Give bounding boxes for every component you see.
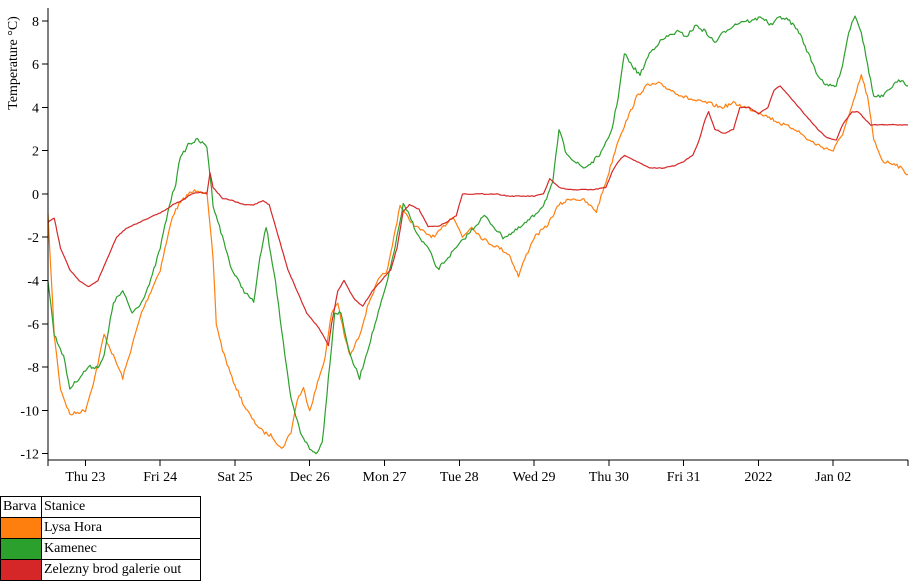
x-tick-label: Sat 25	[217, 470, 252, 485]
series-line-lysa-hora	[47, 74, 909, 449]
x-tick-label: 2022	[744, 470, 772, 485]
y-tick-label: 0	[32, 188, 39, 203]
x-axis: Thu 23 Fri 24 Sat 25 Dec 26 Mon 27 Tue 28 Wed …	[47, 459, 909, 485]
x-tick-label: Thu 23	[65, 470, 105, 485]
legend-header-row: Barva Stanice	[0, 496, 201, 518]
temperature-chart: -12 -10 -8 -6 -4 -2 0 2 4 6 8 Thu 23 Fri 24 Sat 25 De…	[6, 8, 909, 485]
legend-row-lysa-hora: Lysa Hora	[0, 517, 201, 539]
y-axis: -12 -10 -8 -6 -4 -2 0 2 4 6 8	[20, 8, 49, 463]
y-tick-label: 8	[32, 15, 39, 30]
legend-label-lysa-hora: Lysa Hora	[41, 517, 201, 539]
legend-swatch-kamenec	[0, 538, 42, 560]
series-line-kamenec	[47, 15, 908, 455]
x-tick-label: Fri 31	[667, 470, 701, 485]
x-tick-label: Mon 27	[363, 470, 407, 485]
legend-swatch-zelezny-brod	[0, 559, 42, 581]
legend-row-zelezny-brod: Zelezny brod galerie out	[0, 559, 201, 581]
legend-label-kamenec: Kamenec	[41, 538, 201, 560]
legend-table: Barva Stanice Lysa Hora Kamenec Zelezny …	[0, 496, 201, 581]
y-tick-label: 2	[32, 145, 39, 160]
plot-area	[47, 15, 909, 455]
y-tick-label: -2	[27, 231, 39, 246]
x-tick-label: Jan 02	[815, 470, 851, 485]
y-axis-title: Temperature °C)	[6, 16, 21, 110]
y-tick-label: 6	[32, 58, 39, 73]
x-tick-label: Tue 28	[440, 470, 479, 485]
y-tick-label: -4	[27, 274, 39, 289]
y-tick-label: -10	[20, 404, 39, 419]
x-tick-label: Thu 30	[589, 470, 629, 485]
legend-header-station: Stanice	[41, 496, 201, 518]
y-tick-label: -6	[27, 318, 39, 333]
series-line-zelezny-brod-galerie-out	[47, 85, 909, 347]
x-tick-label: Wed 29	[513, 470, 556, 485]
legend-header-color: Barva	[0, 496, 42, 518]
x-tick-label: Fri 24	[143, 470, 177, 485]
x-tick-label: Dec 26	[290, 470, 330, 485]
y-tick-label: -8	[27, 361, 39, 376]
legend-label-zelezny-brod: Zelezny brod galerie out	[41, 559, 201, 581]
y-tick-label: 4	[32, 101, 39, 116]
legend-row-kamenec: Kamenec	[0, 538, 201, 560]
legend-swatch-lysa-hora	[0, 517, 42, 539]
y-tick-label: -12	[20, 448, 39, 463]
